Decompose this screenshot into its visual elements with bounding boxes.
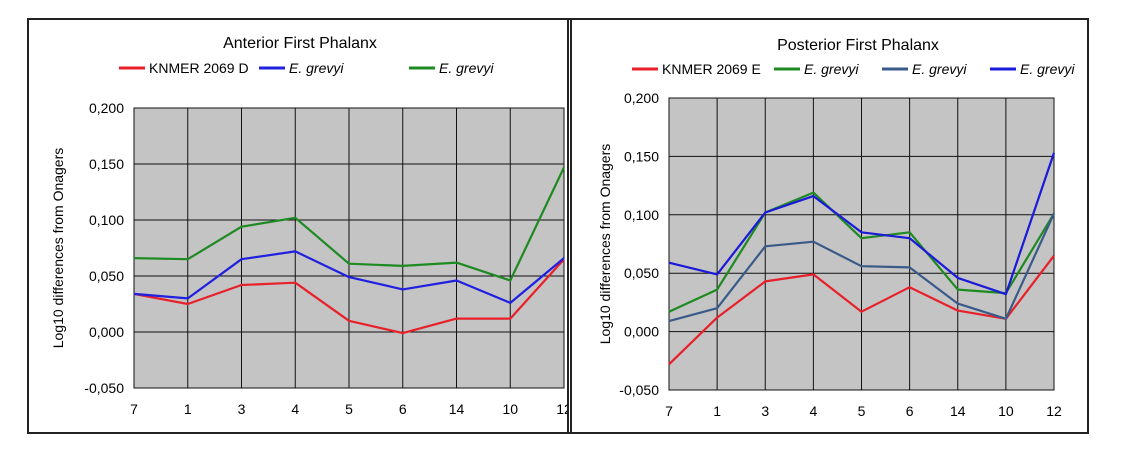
chart-legend: KNMER 2069 D E. grevyi E. grevyi — [119, 60, 494, 76]
chart-posterior-first-phalanx: Posterior First Phalanx KNMER 2069 E E. g… — [597, 37, 1075, 419]
x-tick-label: 6 — [399, 401, 407, 417]
y-tick-label: 0,100 — [624, 207, 659, 223]
x-tick-label: 3 — [238, 401, 246, 417]
y-tick-label: 0,150 — [624, 148, 659, 164]
legend-item: E. grevyi — [990, 61, 1075, 77]
series-line — [133, 258, 565, 335]
x-tick-label: 5 — [345, 401, 353, 417]
y-tick-label: 0,200 — [624, 90, 659, 106]
x-tick-label: 4 — [809, 403, 817, 419]
legend-item: E. grevyi — [259, 60, 344, 76]
legend-label: KNMER 2069 D — [149, 60, 249, 76]
x-tick-label: 5 — [858, 403, 866, 419]
legend-label: E. grevyi — [804, 61, 859, 77]
x-tick-label: 12 — [556, 401, 567, 417]
y-tick-label: 0,000 — [89, 324, 124, 340]
y-tick-labels: 0,200 0,150 0,100 0,050 0,000 -0,050 — [84, 100, 124, 396]
legend-label: E. grevyi — [1020, 61, 1075, 77]
series-lines — [668, 152, 1056, 366]
x-tick-label: 6 — [906, 403, 914, 419]
y-tick-label: 0,100 — [89, 212, 124, 228]
figure-frame — [27, 18, 1089, 434]
series-line — [668, 255, 1055, 366]
gridlines — [133, 107, 565, 389]
y-tick-label: 0,000 — [624, 324, 659, 340]
x-tick-label: 10 — [502, 401, 518, 417]
y-tick-label: 0,050 — [89, 268, 124, 284]
x-tick-label: 7 — [130, 401, 138, 417]
x-tick-label: 3 — [761, 403, 769, 419]
legend-item: E. grevyi — [409, 60, 494, 76]
y-tick-label: 0,150 — [89, 156, 124, 172]
chart-legend: KNMER 2069 E E. grevyi E. grevyi E. grevyi — [632, 61, 1075, 77]
chart-anterior-first-phalanx: Anterior First Phalanx KNMER 2069 D E. gr… — [50, 35, 567, 417]
x-tick-label: 14 — [449, 401, 465, 417]
chart-title: Posterior First Phalanx — [777, 37, 939, 54]
y-tick-label: -0,050 — [619, 382, 659, 398]
series-line — [668, 213, 1056, 323]
chart-title: Anterior First Phalanx — [223, 35, 377, 52]
x-tick-label: 1 — [713, 403, 721, 419]
x-tick-label: 7 — [665, 403, 673, 419]
legend-label: E. grevyi — [289, 60, 344, 76]
legend-item: KNMER 2069 D — [119, 60, 249, 76]
legend-label: KNMER 2069 E — [662, 61, 761, 77]
x-tick-label: 1 — [184, 401, 192, 417]
series-line — [668, 191, 1055, 313]
legend-item: E. grevyi — [774, 61, 859, 77]
x-tick-labels: 7 1 3 4 5 6 14 10 12 — [665, 403, 1062, 419]
x-tick-label: 12 — [1046, 403, 1062, 419]
x-tick-label: 10 — [998, 403, 1014, 419]
y-axis-label: Log10 differences from Onagers — [50, 148, 66, 349]
legend-label: E. grevyi — [439, 60, 494, 76]
series-lines — [133, 166, 565, 335]
x-tick-label: 14 — [950, 403, 966, 419]
series-line — [668, 152, 1056, 296]
y-tick-label: -0,050 — [84, 380, 124, 396]
series-line — [133, 166, 565, 282]
x-tick-label: 4 — [291, 401, 299, 417]
legend-item: KNMER 2069 E — [632, 61, 761, 77]
x-tick-labels: 7 1 3 4 5 6 14 10 12 — [130, 401, 567, 417]
series-line — [133, 250, 565, 304]
legend-item: E. grevyi — [882, 61, 967, 77]
legend-label: E. grevyi — [912, 61, 967, 77]
y-axis-label: Log10 differences from Onagers — [597, 144, 613, 345]
y-tick-label: 0,050 — [624, 265, 659, 281]
panel-divider — [567, 18, 572, 434]
y-tick-label: 0,200 — [89, 100, 124, 116]
y-tick-labels: 0,200 0,150 0,100 0,050 0,000 -0,050 — [619, 90, 659, 398]
gridlines — [668, 97, 1055, 391]
